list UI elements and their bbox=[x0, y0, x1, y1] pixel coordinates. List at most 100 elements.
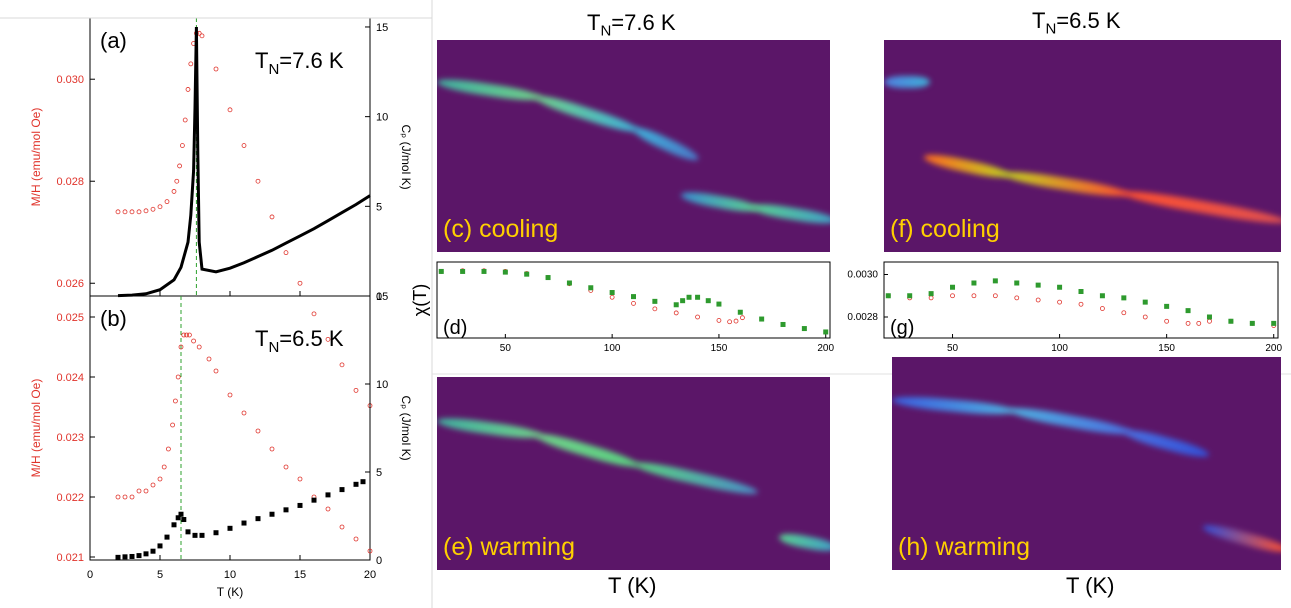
warming-point bbox=[524, 271, 530, 277]
x-axis-title: T (K) bbox=[217, 585, 243, 599]
cp-point bbox=[171, 522, 177, 528]
cp-point bbox=[175, 515, 181, 521]
heatmap-f: (f) cooling bbox=[884, 40, 1281, 252]
cp-point bbox=[325, 492, 331, 498]
cp-point bbox=[339, 487, 345, 493]
tn-annotation: TN=7.6 K bbox=[255, 48, 344, 78]
mh-point bbox=[353, 536, 359, 542]
mh-point bbox=[196, 344, 202, 350]
warming-point bbox=[1206, 314, 1212, 320]
mh-point bbox=[143, 488, 149, 494]
x-tick-label: 100 bbox=[604, 343, 621, 354]
mh-point bbox=[297, 476, 303, 482]
mh-point bbox=[181, 332, 187, 338]
mh-point bbox=[283, 464, 289, 470]
cp-point bbox=[227, 525, 233, 531]
mh-point bbox=[241, 410, 247, 416]
mh-point bbox=[136, 209, 142, 215]
warming-point bbox=[885, 293, 891, 299]
warming-point bbox=[1271, 320, 1277, 326]
cp-point bbox=[164, 534, 170, 540]
warming-point bbox=[652, 298, 658, 304]
x-tick-label: 10 bbox=[224, 569, 236, 581]
warming-point bbox=[545, 275, 551, 281]
mh-point bbox=[171, 189, 177, 194]
warming-point bbox=[780, 321, 786, 327]
warming-point bbox=[588, 285, 594, 291]
warming-point bbox=[609, 290, 615, 296]
cp-point bbox=[311, 497, 317, 503]
panel-label: (g) bbox=[890, 317, 914, 339]
mh-point bbox=[150, 482, 156, 488]
x-tick-label: 50 bbox=[947, 343, 959, 354]
x-tick-label: 100 bbox=[1051, 343, 1068, 354]
warming-point bbox=[823, 329, 829, 335]
heatmap-c: (c) cooling bbox=[437, 40, 830, 252]
mh-point bbox=[174, 178, 180, 184]
y-tick-label: 0.0028 bbox=[847, 312, 878, 323]
xlabel-h: T (K) bbox=[1066, 573, 1115, 598]
cp-point bbox=[353, 481, 359, 487]
mh-point bbox=[129, 494, 135, 500]
cooling-point bbox=[971, 293, 977, 299]
cp-point bbox=[136, 553, 142, 559]
mh-point bbox=[143, 208, 149, 214]
heatmap-h: (h) warming bbox=[892, 357, 1281, 570]
title-f: TN=6.5 K bbox=[1032, 8, 1121, 38]
mh-point bbox=[161, 464, 167, 470]
warming-point bbox=[695, 294, 701, 300]
warming-point bbox=[1228, 318, 1234, 324]
y-tick-label: 0.0030 bbox=[847, 270, 878, 281]
heatmap-ridge bbox=[750, 201, 830, 228]
mh-point bbox=[269, 214, 275, 220]
panel-label: (d) bbox=[443, 317, 467, 339]
panel-label: (c) cooling bbox=[443, 215, 559, 243]
warming-point bbox=[716, 301, 722, 307]
y-right-tick-label: 0 bbox=[376, 555, 382, 567]
cooling-point bbox=[609, 294, 615, 300]
cp-point bbox=[192, 532, 198, 538]
mh-point bbox=[367, 548, 373, 554]
mh-point bbox=[269, 446, 275, 452]
warming-point bbox=[1142, 299, 1148, 305]
mh-point bbox=[170, 422, 176, 428]
mh-point bbox=[188, 61, 194, 67]
y-left-tick-label: 0.023 bbox=[56, 432, 84, 444]
cooling-point bbox=[652, 306, 658, 312]
cp-point bbox=[178, 511, 184, 517]
mh-point bbox=[241, 143, 247, 148]
warming-point bbox=[907, 293, 913, 299]
panel-b: 0 5 10 15 20 0.021 0.022 0.023 0.024 0.025 0 5 10 15 M… bbox=[29, 291, 413, 599]
cooling-point bbox=[1014, 295, 1020, 301]
cp-point bbox=[150, 548, 156, 554]
x-tick-label: 150 bbox=[711, 343, 728, 354]
y-left-tick-label: 0.026 bbox=[56, 278, 84, 290]
heatmap-ridge bbox=[632, 457, 759, 499]
y-right-tick-label: 5 bbox=[376, 467, 382, 479]
y-left-tick-label: 0.021 bbox=[56, 552, 84, 564]
y-left-axis-title: M/H (emu/mol Oe) bbox=[29, 108, 43, 207]
warming-point bbox=[801, 326, 807, 332]
cooling-point bbox=[740, 315, 745, 321]
y-right-axis-title: Cₚ (J/mol K) bbox=[399, 124, 413, 189]
cooling-point bbox=[1196, 320, 1202, 326]
cp-point bbox=[269, 511, 275, 517]
cooling-point bbox=[716, 317, 722, 323]
y-right-tick-label: 5 bbox=[376, 201, 382, 213]
xlabel-e: T (K) bbox=[608, 573, 657, 598]
cp-point bbox=[181, 517, 187, 523]
mh-point bbox=[255, 428, 261, 434]
warming-point bbox=[1121, 295, 1127, 301]
y-right-axis-title: Cₚ (J/mol K) bbox=[399, 395, 413, 460]
y-axis-title: χ(T) bbox=[410, 284, 430, 316]
mh-point bbox=[185, 87, 191, 92]
cp-point bbox=[283, 507, 289, 513]
tn-annotation: TN=6.5 K bbox=[255, 326, 344, 356]
warming-point bbox=[566, 280, 572, 286]
cp-point bbox=[157, 543, 163, 549]
warming-point bbox=[502, 269, 508, 275]
warming-point bbox=[631, 294, 636, 300]
mh-point bbox=[157, 204, 163, 210]
cooling-point bbox=[1121, 310, 1127, 316]
x-tick-label: 150 bbox=[1158, 343, 1175, 354]
